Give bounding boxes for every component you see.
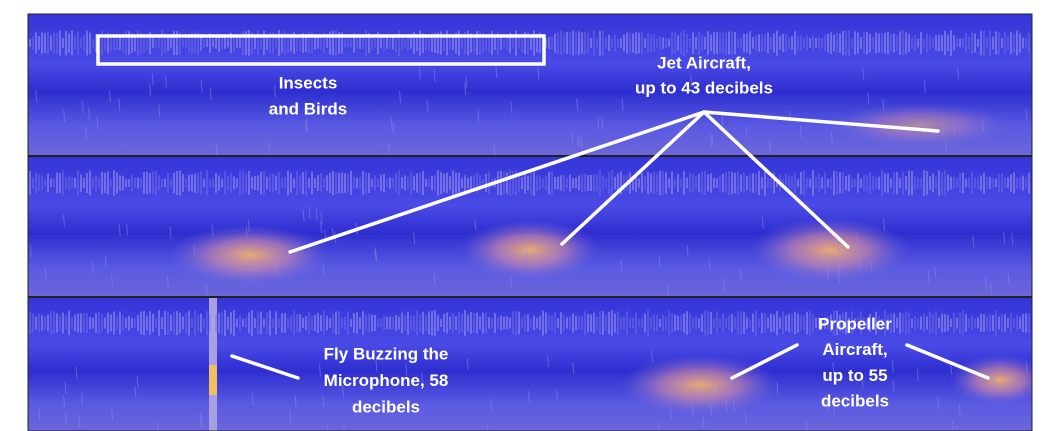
label-line: decibels [821,392,889,411]
label-line: Jet Aircraft, [657,53,751,72]
fly-trace [209,365,217,395]
jet-blob [170,225,330,285]
label-line: Fly Buzzing the [324,344,449,363]
spectrogram [28,14,1045,431]
spectrogram-figure: Insects and Birds Jet Aircraft, up to 43 de… [0,0,1045,431]
label-line: decibels [352,397,420,416]
label-line: Propeller [818,314,892,333]
label-line: up to 55 [822,366,887,385]
jet-blob [750,218,910,282]
label-line: and Birds [269,99,347,118]
label-line: Aircraft, [822,340,887,359]
label-line: Insects [279,73,338,92]
label-line: up to 43 decibels [635,78,773,97]
label-line: Microphone, 58 [324,371,449,390]
